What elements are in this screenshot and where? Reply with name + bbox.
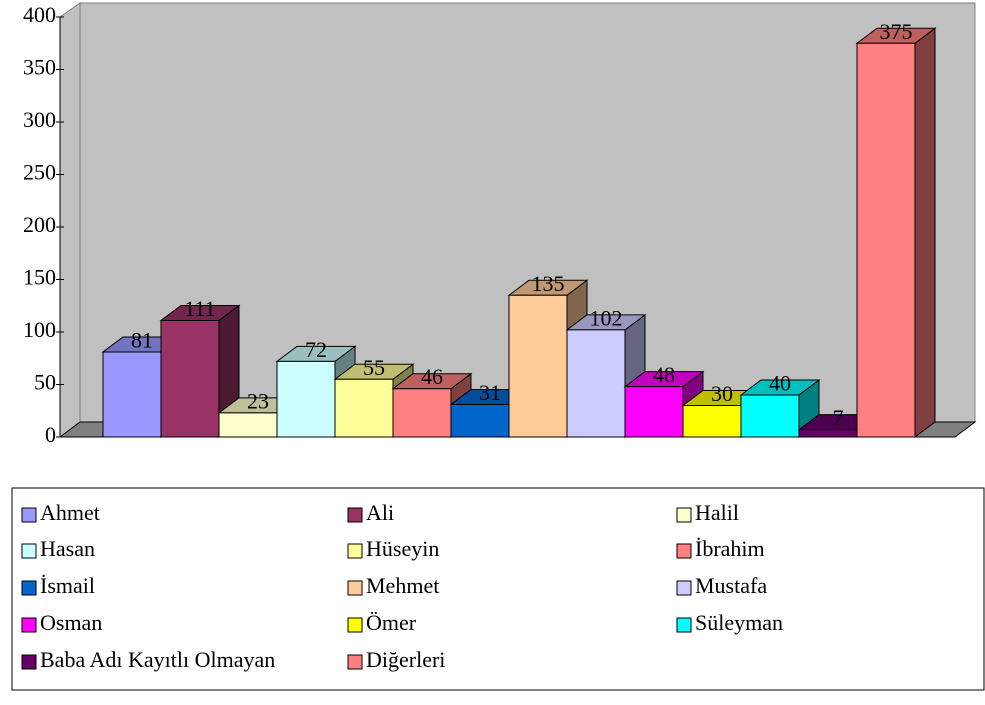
bar-front (798, 429, 858, 438)
y-tick-label: 0 (45, 422, 56, 447)
y-tick-label: 150 (23, 265, 56, 290)
legend-swatch (347, 654, 363, 670)
value-label: 7 (833, 405, 844, 430)
legend-label: Hüseyin (366, 536, 439, 561)
legend-swatch (676, 543, 692, 559)
legend-swatch (21, 580, 37, 596)
value-label: 48 (653, 362, 675, 387)
legend-label: Hasan (40, 536, 95, 561)
legend-label: Mehmet (366, 573, 439, 598)
legend (11, 487, 985, 691)
bar (855, 27, 937, 438)
value-label: 375 (880, 19, 913, 44)
value-label: 31 (479, 380, 501, 405)
legend-label: Osman (40, 610, 102, 635)
legend-swatch (676, 580, 692, 596)
y-tick-label: 200 (23, 212, 56, 237)
y-tick-label: 250 (23, 160, 56, 185)
legend-label: Diğerleri (366, 647, 445, 672)
legend-swatch (347, 543, 363, 559)
bar-front (218, 412, 278, 438)
bar-front (740, 394, 800, 438)
bar-front (856, 42, 916, 438)
y-tick-label: 400 (23, 2, 56, 27)
bar (565, 313, 647, 438)
legend-label: İsmail (40, 573, 95, 598)
legend-label: Mustafa (695, 573, 767, 598)
bar-front (624, 386, 684, 438)
legend-swatch (676, 617, 692, 633)
bar-front (102, 351, 162, 438)
bar-front (276, 360, 336, 438)
legend-swatch (21, 507, 37, 523)
value-label: 72 (305, 337, 327, 362)
value-label: 40 (769, 371, 791, 396)
legend-label: Baba Adı Kayıtlı Olmayan (40, 647, 275, 672)
legend-swatch (21, 543, 37, 559)
legend-swatch (347, 580, 363, 596)
bar-front (508, 294, 568, 438)
value-label: 46 (421, 364, 443, 389)
legend-swatch (347, 617, 363, 633)
value-label: 111 (184, 296, 215, 321)
y-tick-label: 300 (23, 107, 56, 132)
y-tick-label: 100 (23, 317, 56, 342)
bar-side (914, 27, 936, 438)
legend-label: Ahmet (40, 500, 100, 525)
legend-label: Ali (366, 500, 394, 525)
legend-label: Ömer (366, 610, 417, 635)
bar-front (450, 403, 510, 438)
bar-front (160, 319, 220, 438)
side-wall (59, 2, 81, 438)
y-tick-label: 350 (23, 55, 56, 80)
value-label: 81 (131, 327, 153, 352)
bar-front (334, 378, 394, 438)
value-label: 102 (590, 305, 623, 330)
legend-label: İbrahim (695, 536, 765, 561)
legend-swatch (347, 507, 363, 523)
legend-swatch (676, 507, 692, 523)
value-label: 55 (363, 355, 385, 380)
value-label: 23 (247, 388, 269, 413)
value-label: 135 (532, 271, 565, 296)
legend-swatch (21, 654, 37, 670)
y-tick-label: 50 (34, 370, 56, 395)
value-label: 30 (711, 381, 733, 406)
legend-label: Halil (695, 500, 739, 525)
bar-front (682, 405, 742, 438)
bar-front (392, 388, 452, 438)
bar-front (566, 329, 626, 438)
legend-label: Süleyman (695, 610, 783, 635)
legend-swatch (21, 617, 37, 633)
